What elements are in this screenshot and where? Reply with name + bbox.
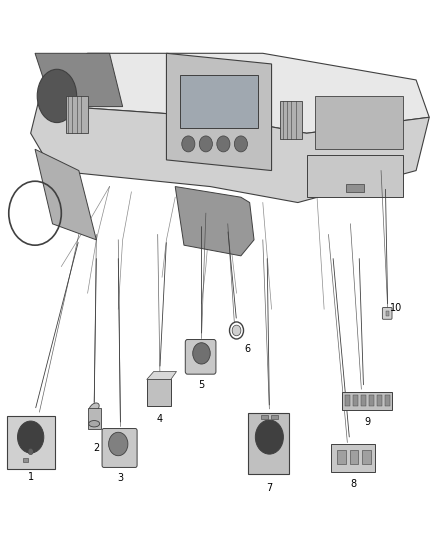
Bar — [147, 379, 171, 406]
Bar — [66, 96, 88, 133]
Text: 4: 4 — [157, 415, 163, 424]
Bar — [261, 415, 268, 419]
Bar — [345, 395, 350, 406]
Text: 7: 7 — [266, 483, 272, 492]
Polygon shape — [35, 149, 96, 240]
Bar — [307, 155, 403, 197]
Text: 10: 10 — [390, 303, 403, 312]
Circle shape — [193, 343, 210, 364]
Bar — [385, 395, 390, 406]
Ellipse shape — [89, 403, 99, 413]
Polygon shape — [88, 408, 101, 429]
Text: 2: 2 — [93, 443, 99, 453]
Bar — [180, 75, 258, 128]
Circle shape — [234, 136, 247, 152]
Polygon shape — [166, 53, 272, 171]
Bar — [350, 450, 358, 464]
Text: 8: 8 — [351, 480, 357, 489]
Text: 6: 6 — [244, 344, 251, 354]
Circle shape — [232, 325, 241, 336]
Bar — [315, 96, 403, 149]
Bar — [353, 395, 358, 406]
Bar — [337, 450, 346, 464]
Text: 9: 9 — [365, 417, 371, 427]
Bar — [248, 413, 289, 474]
FancyBboxPatch shape — [185, 340, 216, 374]
Circle shape — [199, 136, 212, 152]
Circle shape — [255, 420, 283, 454]
Text: 3: 3 — [117, 473, 124, 483]
FancyBboxPatch shape — [102, 429, 137, 467]
Bar — [7, 416, 55, 469]
Circle shape — [109, 432, 128, 456]
Bar — [271, 415, 278, 419]
Bar — [377, 395, 382, 406]
Bar — [361, 395, 366, 406]
Bar — [386, 311, 389, 316]
Ellipse shape — [37, 69, 77, 123]
Bar — [342, 392, 392, 410]
Text: 5: 5 — [198, 380, 205, 390]
Bar — [331, 444, 375, 472]
Polygon shape — [31, 80, 429, 203]
Polygon shape — [35, 53, 123, 107]
Circle shape — [28, 448, 33, 455]
Bar — [280, 101, 302, 139]
Bar — [369, 395, 374, 406]
Polygon shape — [44, 53, 429, 133]
Circle shape — [217, 136, 230, 152]
Circle shape — [182, 136, 195, 152]
Text: 1: 1 — [28, 472, 34, 482]
Bar — [346, 184, 364, 192]
Bar — [23, 458, 28, 462]
Polygon shape — [175, 187, 254, 256]
Bar — [362, 450, 371, 464]
Polygon shape — [147, 372, 177, 379]
Circle shape — [18, 421, 44, 453]
Ellipse shape — [88, 421, 99, 427]
FancyBboxPatch shape — [382, 308, 392, 319]
